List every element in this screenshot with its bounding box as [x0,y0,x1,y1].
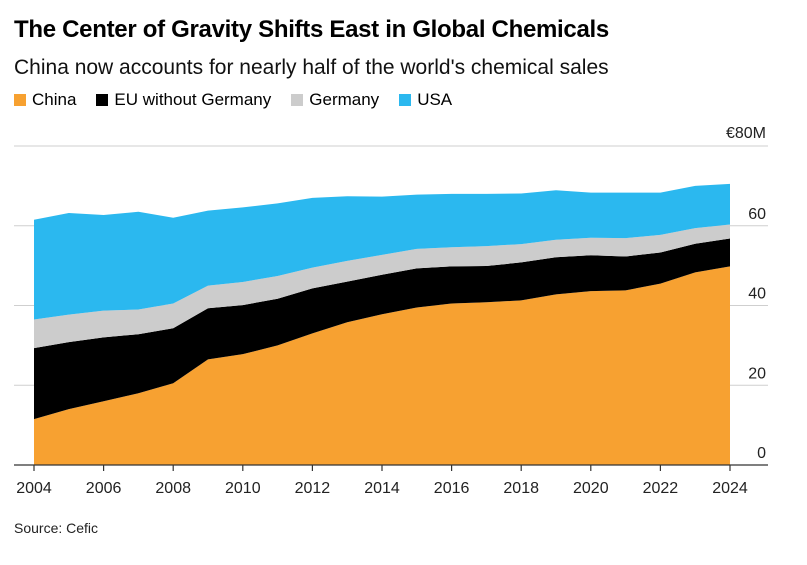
x-tick-label-2016: 2016 [434,480,470,497]
legend-swatch-eu-without-germany [96,94,109,106]
legend-swatch-usa [399,94,412,106]
legend-label-germany: Germany [309,90,380,109]
legend-label-usa: USA [417,90,453,109]
x-tick-label-2020: 2020 [573,480,609,497]
y-tick-label-0: 0 [757,445,766,462]
y-tick-label-60: 60 [748,206,766,223]
legend-item-usa: USA [399,90,452,110]
x-tick-label-2024: 2024 [712,480,748,497]
legend-swatch-germany [291,94,304,106]
area-germany [34,224,730,349]
legend-swatch-china [14,94,26,106]
x-tick-label-2006: 2006 [86,480,122,497]
x-tick-label-2012: 2012 [295,480,331,497]
x-tick-label-2004: 2004 [16,480,52,497]
legend: China EU without Germany Germany USA [14,90,452,110]
chart-subtitle: China now accounts for nearly half of th… [14,56,609,79]
legend-label-china: China [32,90,77,109]
x-tick-label-2022: 2022 [643,480,679,497]
legend-item-china: China [14,90,76,110]
y-unit-label: €80M [726,125,766,142]
legend-item-germany: Germany [291,90,379,110]
chart-title: The Center of Gravity Shifts East in Glo… [14,16,609,43]
area-usa [34,183,730,320]
x-tick-label-2010: 2010 [225,480,261,497]
area-china [34,266,730,465]
source-note: Source: Cefic [14,520,99,536]
x-tick-label-2014: 2014 [364,480,400,497]
y-tick-label-20: 20 [748,365,766,382]
y-tick-label-40: 40 [748,286,766,303]
area-eu-without-germany [34,238,730,420]
x-tick-label-2008: 2008 [155,480,191,497]
x-tick-label-2018: 2018 [503,480,539,497]
legend-item-eu-without-germany: EU without Germany [96,90,271,110]
legend-label-eu-without-germany: EU without Germany [114,90,272,109]
